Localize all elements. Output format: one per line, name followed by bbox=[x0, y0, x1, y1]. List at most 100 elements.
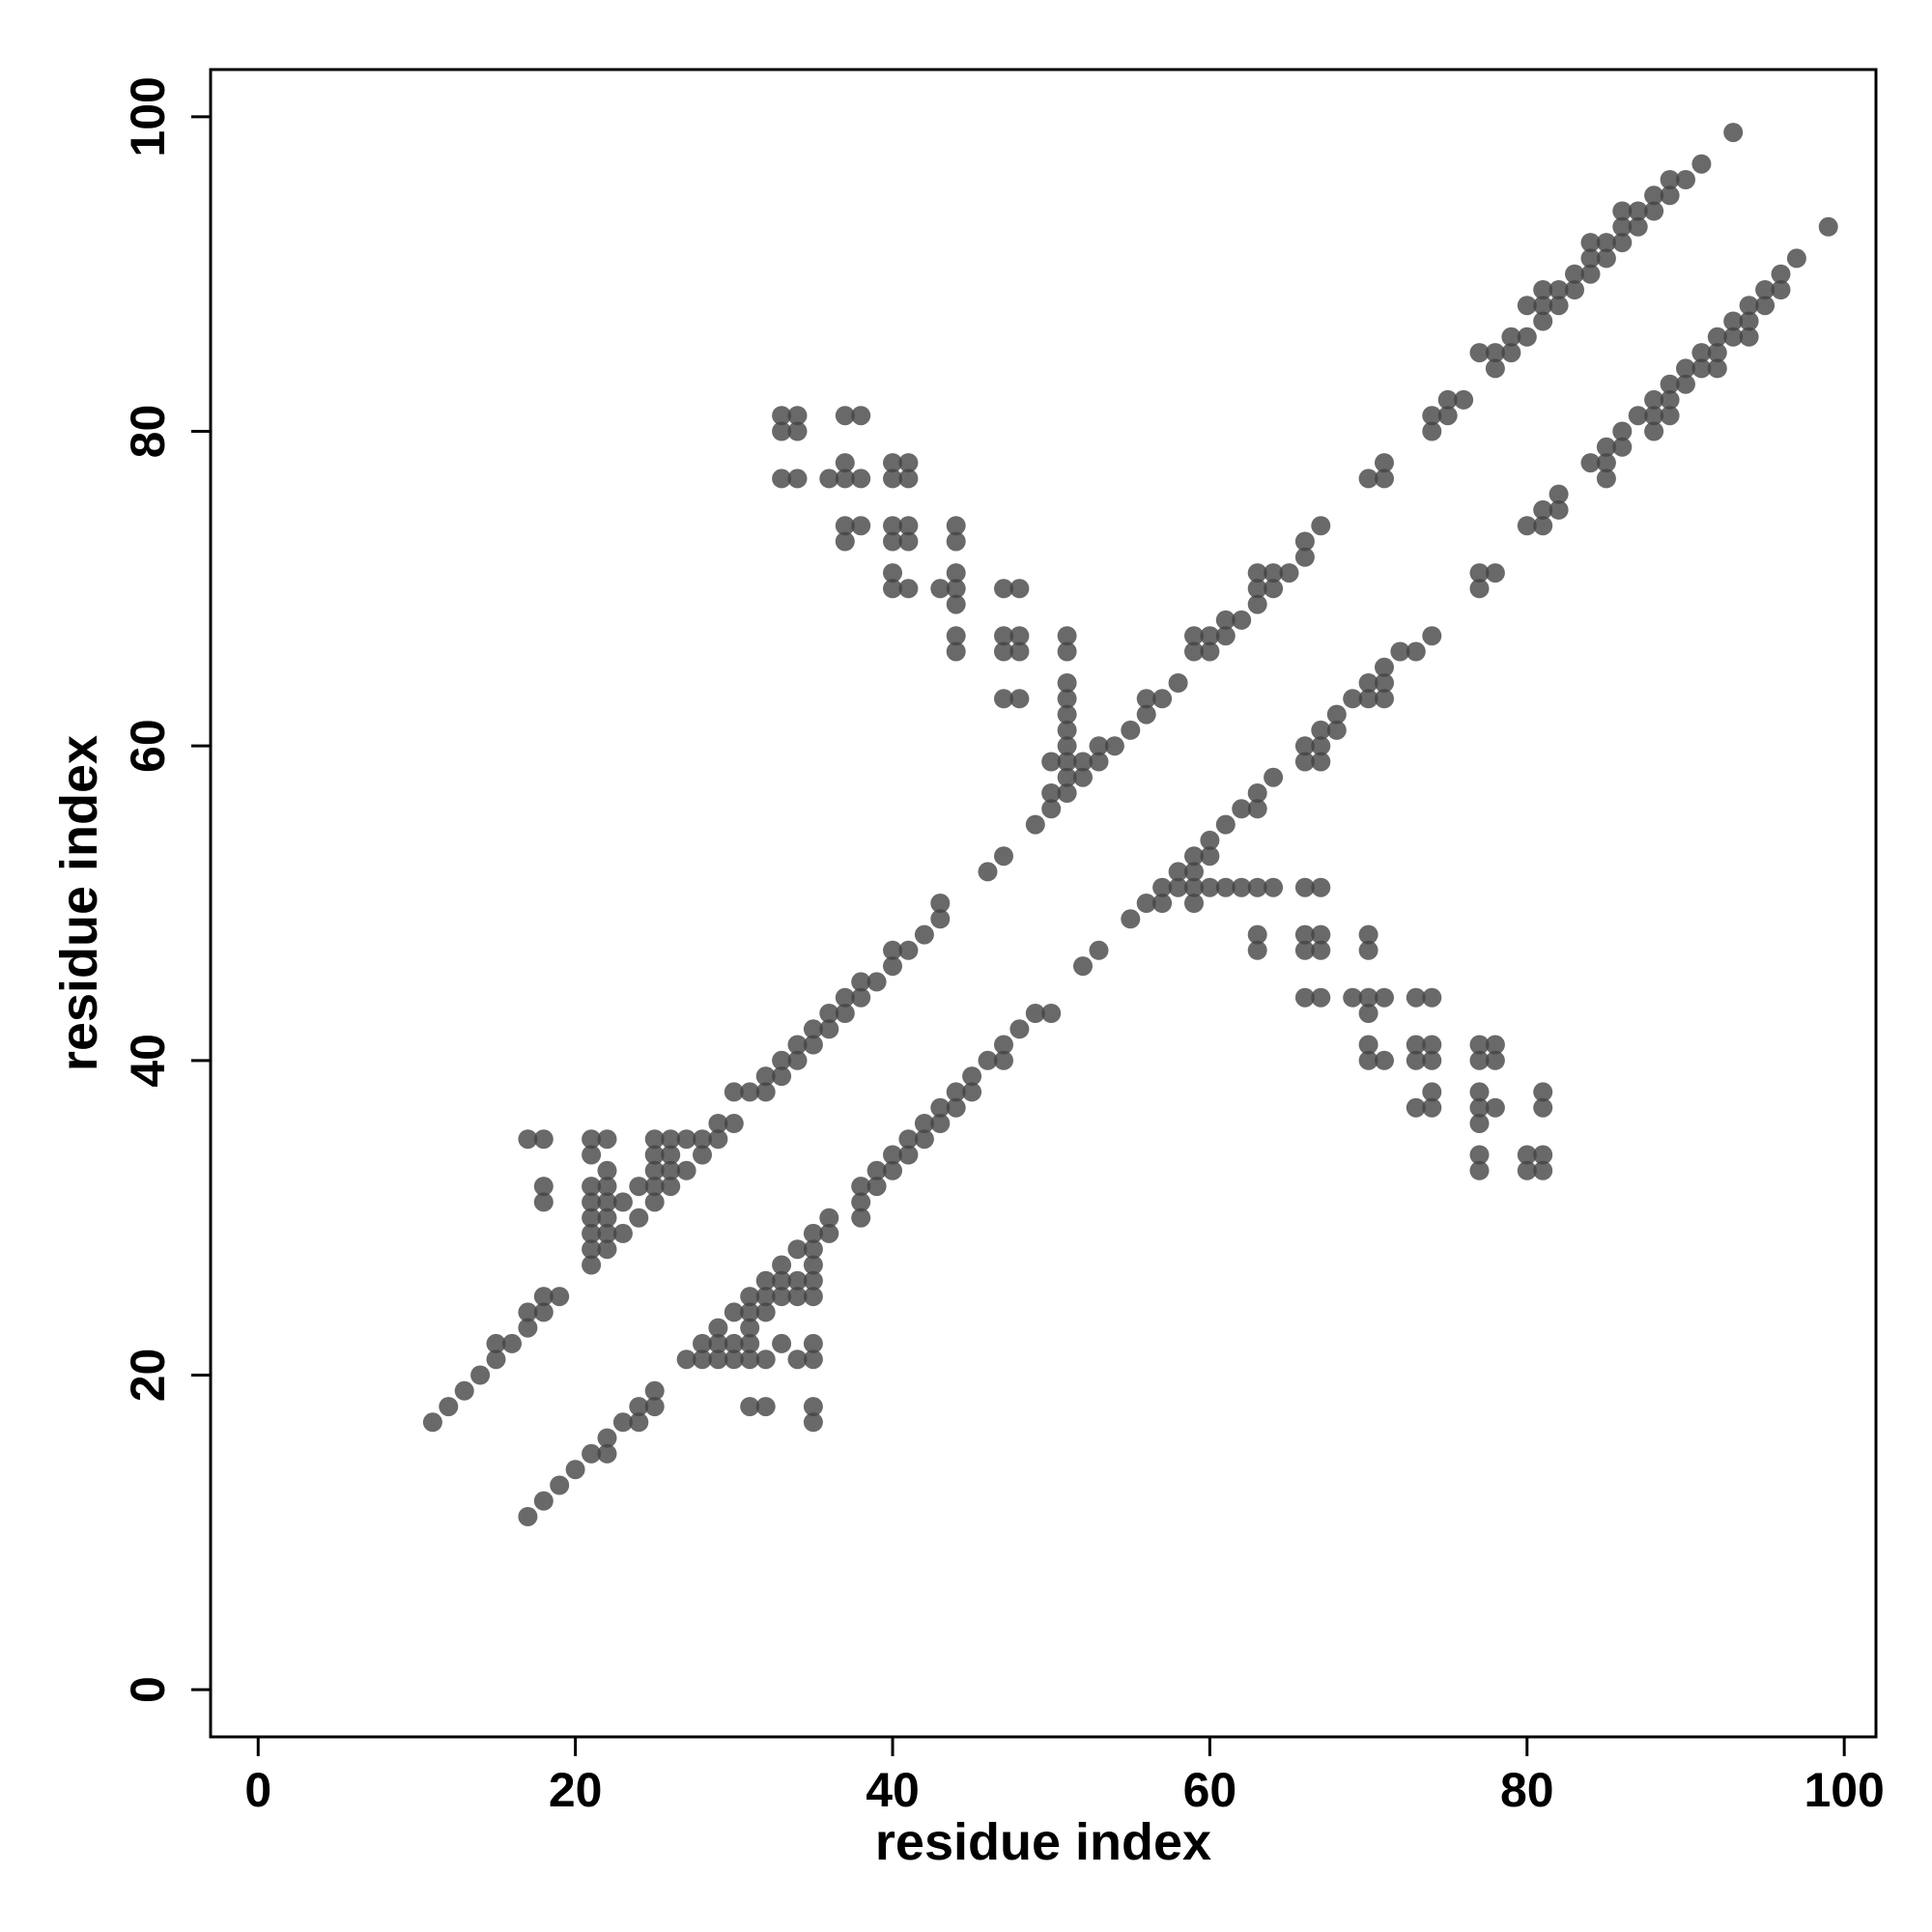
data-point bbox=[597, 1239, 617, 1260]
data-point bbox=[1501, 343, 1521, 363]
data-point bbox=[1375, 469, 1394, 489]
data-point bbox=[755, 1082, 776, 1102]
data-point bbox=[962, 1066, 982, 1087]
data-point bbox=[898, 531, 919, 552]
data-point bbox=[533, 1192, 554, 1212]
data-point bbox=[1358, 1050, 1378, 1070]
data-point bbox=[1406, 1035, 1426, 1055]
data-point bbox=[1422, 421, 1442, 441]
data-point bbox=[772, 1050, 792, 1070]
data-point bbox=[1326, 720, 1347, 740]
data-point bbox=[1375, 673, 1394, 693]
data-point bbox=[1660, 185, 1680, 206]
data-point bbox=[1533, 311, 1553, 331]
data-point bbox=[1294, 940, 1315, 960]
data-point bbox=[1200, 626, 1220, 646]
data-point bbox=[1184, 862, 1204, 882]
data-point bbox=[1771, 280, 1791, 299]
data-point bbox=[1469, 1082, 1490, 1102]
data-point bbox=[994, 641, 1013, 662]
data-point bbox=[1215, 814, 1236, 835]
data-point bbox=[1089, 736, 1109, 756]
data-point bbox=[1104, 736, 1124, 756]
data-point bbox=[1533, 1082, 1553, 1102]
data-point bbox=[1580, 248, 1601, 269]
data-point bbox=[708, 1350, 728, 1370]
data-point bbox=[693, 1333, 712, 1353]
data-point bbox=[930, 579, 951, 599]
data-point bbox=[1136, 704, 1156, 724]
data-point bbox=[1580, 264, 1601, 284]
data-point bbox=[1057, 736, 1077, 756]
data-point bbox=[883, 1145, 902, 1165]
data-point bbox=[1009, 1019, 1030, 1039]
data-point bbox=[1533, 280, 1553, 299]
data-point bbox=[1612, 201, 1633, 221]
data-point bbox=[1215, 626, 1236, 646]
data-point bbox=[1644, 185, 1664, 206]
data-point bbox=[1311, 516, 1331, 536]
data-point bbox=[1009, 689, 1030, 709]
data-point bbox=[533, 1491, 554, 1511]
data-point bbox=[1294, 987, 1315, 1008]
data-point bbox=[787, 1270, 808, 1291]
data-point bbox=[946, 531, 966, 552]
data-point bbox=[1343, 689, 1363, 709]
data-point bbox=[1057, 704, 1077, 724]
data-point bbox=[772, 406, 792, 426]
data-point bbox=[1025, 814, 1045, 835]
data-point bbox=[1771, 264, 1791, 284]
data-point bbox=[1121, 720, 1141, 740]
data-point bbox=[533, 1287, 554, 1307]
data-point bbox=[1517, 296, 1537, 316]
y-axis-title: residue index bbox=[50, 735, 108, 1071]
data-point bbox=[1311, 752, 1331, 772]
data-point bbox=[1184, 641, 1204, 662]
data-point bbox=[1755, 296, 1776, 316]
data-point bbox=[1358, 673, 1378, 693]
data-point bbox=[1565, 264, 1584, 284]
data-point bbox=[1660, 170, 1680, 189]
data-point bbox=[1469, 579, 1490, 599]
data-point bbox=[1057, 767, 1077, 787]
data-point bbox=[883, 563, 902, 583]
data-point bbox=[883, 1160, 902, 1180]
data-point bbox=[629, 1177, 649, 1197]
data-point bbox=[930, 1097, 951, 1118]
data-point bbox=[1422, 626, 1442, 646]
data-point bbox=[1485, 358, 1505, 379]
data-point bbox=[803, 1412, 823, 1433]
y-axis: 0 20 40 60 80 100 bbox=[121, 76, 211, 1703]
data-point bbox=[1739, 327, 1759, 347]
data-point bbox=[1152, 689, 1173, 709]
data-point bbox=[1422, 406, 1442, 426]
data-point bbox=[661, 1129, 681, 1150]
data-point bbox=[1723, 123, 1744, 143]
data-point bbox=[1596, 248, 1616, 269]
data-point bbox=[1548, 296, 1569, 316]
data-point bbox=[1485, 343, 1505, 363]
data-point bbox=[946, 516, 966, 536]
data-point bbox=[755, 1287, 776, 1307]
data-point bbox=[1136, 894, 1156, 913]
data-point bbox=[1644, 406, 1664, 426]
data-point bbox=[612, 1223, 633, 1243]
data-point bbox=[518, 1302, 538, 1322]
y-tick-label: 60 bbox=[121, 719, 175, 773]
data-point bbox=[661, 1145, 681, 1165]
data-point bbox=[1469, 563, 1490, 583]
data-point bbox=[740, 1333, 760, 1353]
data-point bbox=[1406, 641, 1426, 662]
data-point bbox=[597, 1177, 617, 1197]
x-tick-label: 60 bbox=[1183, 1763, 1237, 1817]
data-point bbox=[851, 1177, 871, 1197]
data-point bbox=[1644, 389, 1664, 410]
data-point bbox=[819, 1004, 839, 1023]
data-point bbox=[1437, 389, 1458, 410]
data-point bbox=[1517, 516, 1537, 536]
data-point bbox=[835, 516, 855, 536]
data-point bbox=[898, 469, 919, 489]
x-tick-label: 40 bbox=[866, 1763, 920, 1817]
y-tick-label: 20 bbox=[121, 1349, 175, 1403]
data-point bbox=[597, 1192, 617, 1212]
